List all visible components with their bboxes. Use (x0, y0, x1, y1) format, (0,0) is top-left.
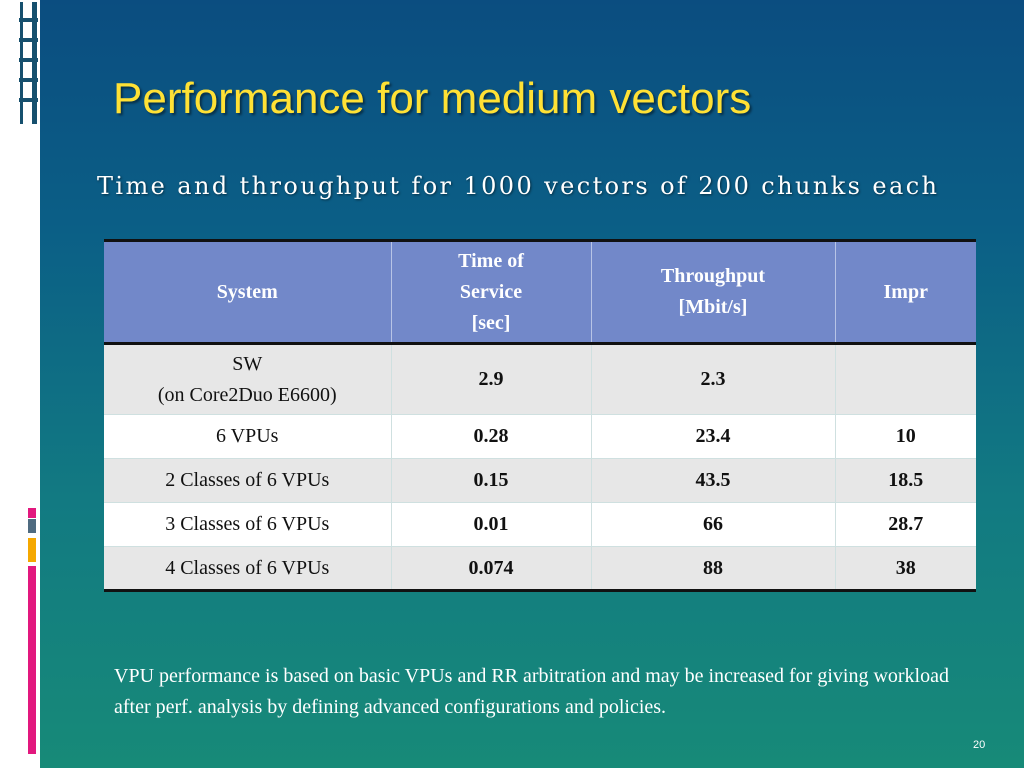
cell-impr: 28.7 (835, 502, 976, 547)
decoration-vertical-bar (32, 2, 37, 124)
table-caption: Time and throughput for 1000 vectors of … (97, 172, 940, 200)
table-row: 2 Classes of 6 VPUs 0.15 43.5 18.5 (104, 458, 976, 503)
cell-throughput: 43.5 (591, 458, 836, 503)
cell-throughput: 23.4 (591, 414, 836, 459)
decoration-line (19, 78, 38, 82)
cell-system: 2 Classes of 6 VPUs (104, 458, 392, 503)
cell-system: SW (on Core2Duo E6600) (104, 343, 392, 415)
cell-time: 0.15 (391, 458, 592, 503)
decoration-mark-slate (28, 519, 36, 533)
cell-system: 4 Classes of 6 VPUs (104, 546, 392, 591)
cell-impr: 18.5 (835, 458, 976, 503)
table-row: 3 Classes of 6 VPUs 0.01 66 28.7 (104, 502, 976, 547)
cell-time: 0.28 (391, 414, 592, 459)
slide-title: Performance for medium vectors (113, 74, 752, 123)
cell-throughput: 2.3 (591, 343, 836, 415)
cell-impr: 10 (835, 414, 976, 459)
decoration-mark-magenta (28, 508, 36, 518)
table-row: 4 Classes of 6 VPUs 0.074 88 38 (104, 546, 976, 591)
cell-throughput: 88 (591, 546, 836, 591)
decoration-line (19, 58, 38, 62)
table-row: 6 VPUs 0.28 23.4 10 (104, 414, 976, 459)
page-number: 20 (973, 739, 986, 751)
cell-system: 6 VPUs (104, 414, 392, 459)
table-header-row: System Time of Service [sec] Throughput … (104, 240, 976, 345)
cell-time: 0.074 (391, 546, 592, 591)
performance-table: System Time of Service [sec] Throughput … (104, 239, 976, 592)
column-header-system: System (104, 240, 392, 345)
decoration-vertical-line (20, 2, 23, 124)
decoration-line (19, 18, 38, 22)
left-decoration-strip (0, 0, 40, 768)
cell-time: 2.9 (391, 343, 592, 415)
column-header-throughput: Throughput [Mbit/s] (591, 240, 836, 345)
cell-impr: 38 (835, 546, 976, 591)
column-header-time: Time of Service [sec] (391, 240, 592, 345)
cell-system: 3 Classes of 6 VPUs (104, 502, 392, 547)
decoration-mark-orange (28, 538, 36, 562)
cell-impr (835, 343, 976, 415)
footnote-text: VPU performance is based on basic VPUs a… (114, 665, 949, 718)
decoration-line (19, 98, 38, 102)
column-header-impr: Impr (835, 240, 976, 345)
decoration-mark-magenta-tall (28, 566, 36, 754)
cell-throughput: 66 (591, 502, 836, 547)
cell-time: 0.01 (391, 502, 592, 547)
table-row: SW (on Core2Duo E6600) 2.9 2.3 (104, 343, 976, 415)
decoration-line (19, 38, 38, 42)
